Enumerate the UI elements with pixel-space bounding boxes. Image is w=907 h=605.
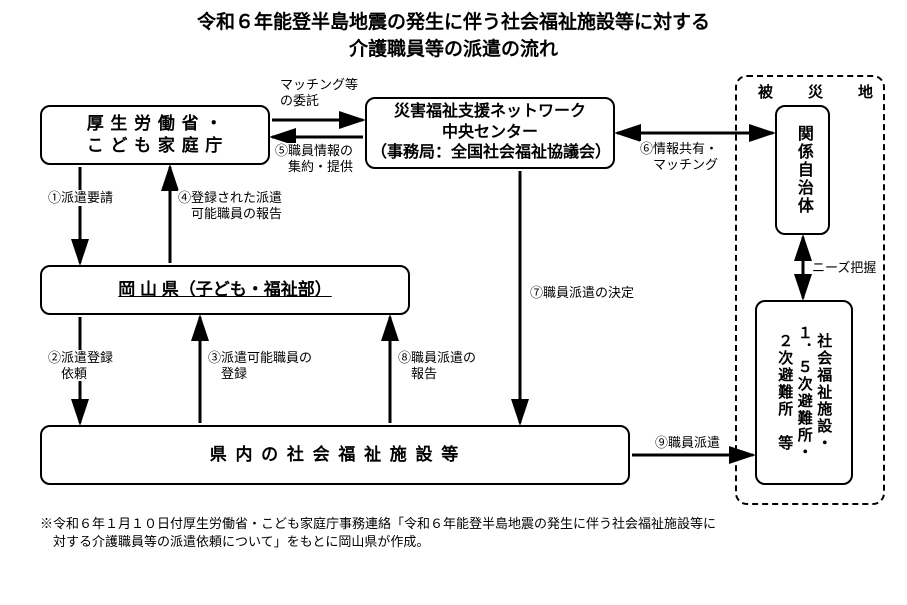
label-3: ③派遣可能職員の 登録 [208,350,312,381]
label-1: ①派遣要請 [48,190,113,206]
node-local-gov-text: 関係自治体 [792,125,813,215]
footnote: ※令和６年１月１０日付厚生労働省・こども家庭庁事務連絡「令和６年能登半島地震の発… [40,515,716,551]
node-facilities: 県 内 の 社 会 福 祉 施 設 等 [40,425,630,485]
node-facilities-text: 県 内 の 社 会 福 祉 施 設 等 [210,444,461,466]
label-5: ⑤職員情報の 集約・提供 [275,143,353,174]
diagram-title: 令和６年能登半島地震の発生に伴う社会福祉施設等に対する 介護職員等の派遣の流れ [0,0,907,63]
label-4: ④登録された派遣 可能職員の報告 [178,190,282,221]
label-matching: マッチング等 の委託 [280,77,358,108]
label-7: ⑦職員派遣の決定 [530,285,634,301]
node-center-text: 災害福祉支援ネットワーク 中央センター [394,102,586,144]
node-shelters-text: 社会福祉施設・ １．５次避難所・ ２次避難所 等 [775,325,834,461]
label-2: ②派遣登録 依頼 [48,350,113,381]
title-line2: 介護職員等の派遣の流れ [349,39,558,60]
node-okayama: 岡 山 県（子ども・福祉部） [40,265,410,315]
label-9: ⑨職員派遣 [655,435,720,451]
title-line1: 令和６年能登半島地震の発生に伴う社会福祉施設等に対する [197,12,710,33]
node-center: 災害福祉支援ネットワーク 中央センター （事務局：全国社会福祉協議会） [365,97,615,169]
disaster-area-label: 被 災 地 [758,81,883,102]
node-mhlw-text: 厚 生 労 働 省 ・ こ ど も 家 庭 庁 [87,113,224,157]
node-okayama-text: 岡 山 県（子ども・福祉部） [118,279,331,301]
label-needs: ニーズ把握 [812,260,876,276]
label-6: ⑥情報共有・ マッチング [640,141,718,172]
node-mhlw: 厚 生 労 働 省 ・ こ ど も 家 庭 庁 [40,105,270,165]
label-8: ⑧職員派遣の 報告 [398,350,476,381]
flow-diagram: 被 災 地 厚 生 労 働 省 ・ こ ど も 家 庭 庁 災害福祉支援ネットワ… [20,75,887,565]
node-shelters: 社会福祉施設・ １．５次避難所・ ２次避難所 等 [755,300,853,485]
node-center-sub: （事務局：全国社会福祉協議会） [371,143,609,164]
node-local-gov: 関係自治体 [775,105,830,235]
